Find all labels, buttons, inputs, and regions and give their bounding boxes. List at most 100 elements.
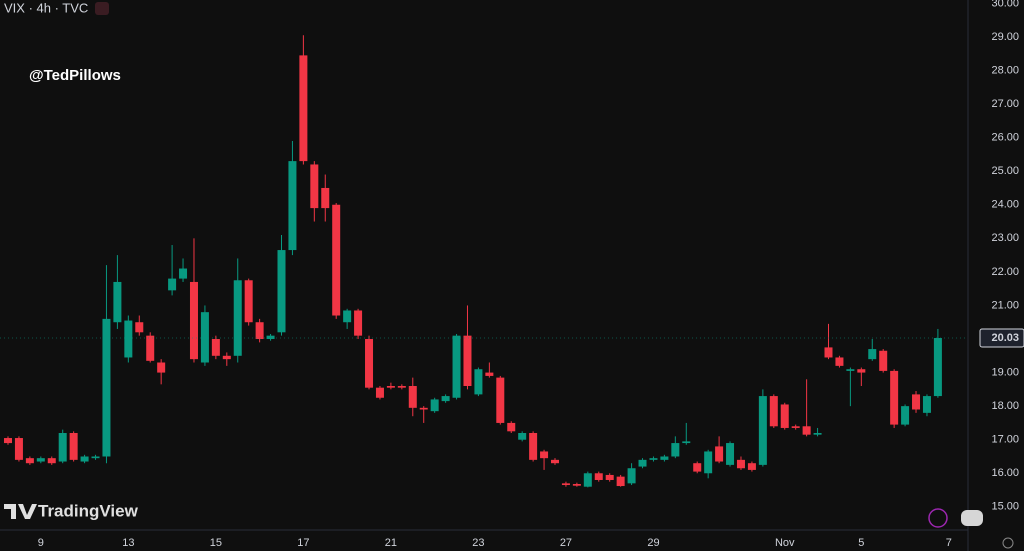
y-tick-label: 16.00	[991, 467, 1019, 479]
candle-body	[660, 456, 669, 460]
candle-body	[157, 362, 166, 373]
candle-body	[25, 458, 34, 464]
candle-body	[354, 310, 363, 336]
candle-body	[747, 463, 756, 470]
candle-body	[780, 404, 789, 428]
candle-body	[299, 55, 308, 162]
candle-body	[332, 204, 341, 316]
candle-body	[594, 473, 603, 480]
candle-body	[441, 396, 450, 402]
candle-body	[857, 369, 866, 373]
y-tick-label: 27.00	[991, 98, 1019, 110]
y-tick-label: 21.00	[991, 299, 1019, 311]
candle-body	[693, 463, 702, 472]
candle-body	[430, 399, 439, 412]
candle-body	[200, 312, 209, 363]
y-tick-label: 26.00	[991, 132, 1019, 144]
x-tick-label: 27	[560, 537, 572, 549]
candle-body	[813, 432, 822, 435]
candle-body	[463, 335, 472, 387]
x-tick-label: 5	[858, 537, 864, 549]
candle-body	[69, 432, 78, 460]
watermark: @TedPillows	[29, 67, 121, 84]
candle-body	[4, 438, 12, 444]
candle-body	[912, 394, 921, 410]
y-tick-label: 30.00	[991, 0, 1019, 9]
candle-body	[91, 456, 100, 459]
candle-body	[266, 335, 275, 340]
x-tick-label: 7	[946, 537, 952, 549]
y-tick-label: 22.00	[991, 266, 1019, 278]
y-tick-label: 25.00	[991, 165, 1019, 177]
y-tick-label: 29.00	[991, 31, 1019, 43]
candle-body	[80, 456, 89, 462]
candle-body	[168, 278, 177, 291]
candle-body	[365, 339, 374, 388]
flag-icon[interactable]	[961, 510, 983, 526]
candle-body	[113, 281, 122, 323]
last-price-box	[979, 328, 1024, 348]
candle-body	[649, 458, 658, 460]
candle-body	[496, 377, 505, 423]
candle-body	[715, 446, 724, 462]
candle-body	[758, 396, 767, 465]
candle-body	[485, 372, 494, 376]
candle-body	[277, 250, 286, 333]
y-tick-label: 24.00	[991, 199, 1019, 211]
candle-body	[824, 347, 833, 358]
candle-body	[419, 407, 428, 410]
candle-body	[583, 473, 592, 487]
candle-body	[572, 484, 581, 486]
x-tick-label: 13	[122, 537, 134, 549]
candle-body	[868, 349, 877, 360]
candle-body	[791, 426, 800, 428]
candle-body	[36, 458, 45, 462]
candle-body	[452, 335, 461, 398]
settings-icon[interactable]	[1002, 537, 1014, 549]
candle-body	[901, 406, 910, 425]
candle-body	[124, 320, 133, 358]
candle-body	[397, 386, 406, 388]
y-tick-label: 15.00	[991, 501, 1019, 513]
candle-body	[879, 350, 888, 371]
candle-body	[507, 422, 516, 432]
candle-body	[682, 441, 691, 444]
header-icon	[95, 2, 109, 15]
candle-body	[890, 370, 899, 425]
y-tick-label: 19.00	[991, 366, 1019, 378]
symbol-header: VIX · 4h · TVC	[4, 0, 88, 15]
x-tick-label: 21	[385, 537, 397, 549]
logo-text: TradingView	[38, 501, 139, 520]
candle-body	[255, 322, 264, 340]
candle-body	[135, 322, 144, 333]
candle-body	[233, 280, 242, 356]
candle-body	[211, 339, 220, 356]
candle-body	[561, 483, 570, 486]
candle-body	[189, 281, 198, 360]
candle-body	[179, 268, 188, 279]
candle-body	[343, 310, 352, 323]
candle-body	[386, 386, 395, 388]
candle-body	[846, 369, 855, 371]
x-tick-label: Nov	[775, 537, 795, 549]
candle-body	[638, 459, 647, 467]
candle-body	[802, 426, 811, 435]
x-tick-label: 29	[647, 537, 659, 549]
candle-body	[58, 432, 67, 462]
replay-icon[interactable]	[928, 508, 948, 528]
candle-body	[671, 443, 680, 457]
y-tick-label: 28.00	[991, 64, 1019, 76]
candle-body	[551, 459, 559, 464]
y-tick-label: 18.00	[991, 400, 1019, 412]
x-tick-label: 15	[210, 537, 222, 549]
candle-body	[321, 187, 330, 209]
candle-body	[14, 438, 23, 460]
candle-body	[474, 369, 483, 395]
candle-body	[244, 280, 253, 323]
last-price-label: 20.03	[991, 332, 1019, 344]
candle-body	[922, 396, 931, 413]
candle-body	[288, 161, 297, 251]
